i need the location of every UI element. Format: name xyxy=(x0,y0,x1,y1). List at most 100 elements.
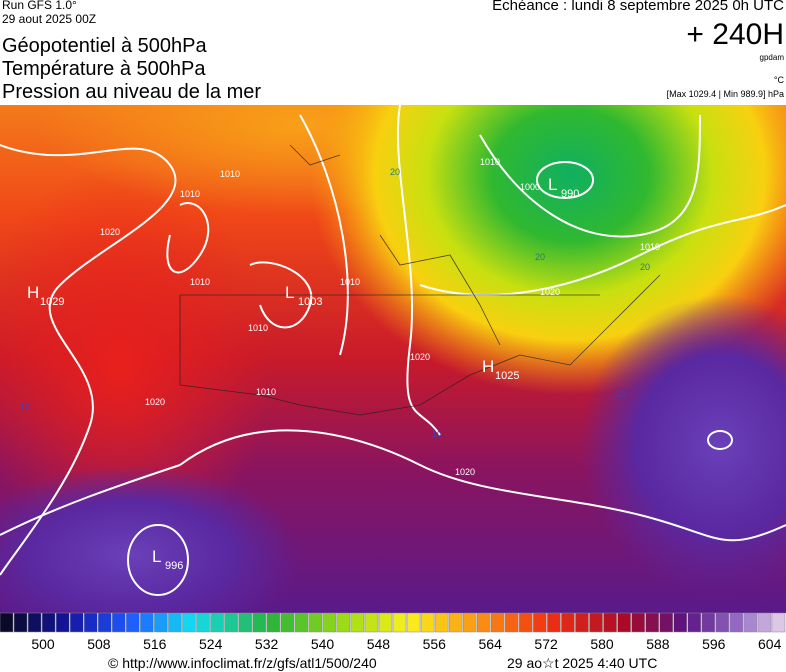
echeance: Echéance : lundi 8 septembre 2025 0h UTC xyxy=(492,0,784,14)
colorbar-tick-label: 532 xyxy=(255,636,279,652)
colorbar-cell xyxy=(645,612,659,633)
colorbar-cell xyxy=(519,612,533,633)
colorbar-cell xyxy=(561,612,575,633)
colorbar-cell xyxy=(434,612,449,633)
pressure-letter: H xyxy=(482,357,494,376)
colorbar-cell xyxy=(224,612,238,633)
colorbar-tick-label: 500 xyxy=(31,636,55,652)
isobar-label: 1010 xyxy=(640,242,660,252)
colorbar-cell xyxy=(350,612,365,633)
colorbar-cell xyxy=(448,612,463,633)
isobar-label: 1010 xyxy=(248,323,268,333)
colorbar-cell xyxy=(462,612,477,633)
colorbar-tick-label: 548 xyxy=(367,636,391,652)
isobar-label: 1020 xyxy=(540,287,560,297)
title: Pression au niveau de la mer xyxy=(2,81,262,103)
colorbar-cell xyxy=(112,612,126,633)
isobar-label: 1000 xyxy=(520,182,540,192)
unit: °C xyxy=(773,75,784,85)
colorbar-cell xyxy=(701,612,716,633)
colorbar-cell xyxy=(631,612,645,633)
colorbar-cell xyxy=(533,612,547,633)
isobar-label: 1010 xyxy=(220,169,240,179)
colorbar-cell xyxy=(673,612,688,633)
colorbar-cell xyxy=(55,612,70,633)
pressure-letter: L xyxy=(285,283,294,302)
isobar-label: 1020 xyxy=(455,467,475,477)
colorbar-cell xyxy=(182,612,196,633)
colorbar-cell xyxy=(771,612,786,633)
colorbar-tick-label: 580 xyxy=(590,636,614,652)
colorbar-cell xyxy=(378,612,393,633)
lead-time: + 240H xyxy=(686,18,784,51)
isobar-label: 10 xyxy=(615,389,625,399)
colorbar-cell xyxy=(154,612,168,633)
pressure-letter: H xyxy=(27,283,39,302)
colorbar-cell xyxy=(294,612,309,633)
colorbar-cell xyxy=(392,612,407,633)
colorbar-cell xyxy=(83,612,98,633)
colorbar-cell xyxy=(252,612,266,633)
colorbar-cell xyxy=(0,612,14,633)
colorbar-cell xyxy=(743,612,758,633)
colorbar-cell xyxy=(69,612,84,633)
run-date: 29 aout 2025 00Z xyxy=(2,12,97,26)
colorbar-cell xyxy=(715,612,730,633)
colorbar-cell xyxy=(505,612,519,633)
colorbar-cell xyxy=(603,612,617,633)
colorbar-cell xyxy=(729,612,744,633)
colorbar-cell xyxy=(266,612,280,633)
isobar-label: 1010 xyxy=(180,189,200,199)
isobar-label: 1010 xyxy=(256,387,276,397)
colorbar-tick-label: 588 xyxy=(646,636,670,652)
colorbar-cell xyxy=(210,612,224,633)
colorbar-cell xyxy=(491,612,505,633)
colorbar-tick-label: 508 xyxy=(87,636,111,652)
unit: gpdam xyxy=(759,53,784,62)
colorbar-cell xyxy=(476,612,491,633)
pressure-value: 1029 xyxy=(40,296,64,308)
isobar-label: 1010 xyxy=(190,277,210,287)
colorbar-cell xyxy=(757,612,772,633)
isobar-label: 20 xyxy=(390,167,400,177)
colorbar-cell xyxy=(98,612,112,633)
colorbar-tick-label: 516 xyxy=(143,636,167,652)
colorbar-cell xyxy=(406,612,421,633)
colorbar-cell xyxy=(168,612,182,633)
pressure-value: 1025 xyxy=(495,370,519,382)
colorbar-cell xyxy=(659,612,673,633)
colorbar-tick-label: 596 xyxy=(702,636,726,652)
colorbar-cell xyxy=(308,612,323,633)
colorbar-cell xyxy=(547,612,561,633)
colorbar-cell xyxy=(196,612,210,633)
colorbar-cell xyxy=(140,612,154,633)
colorbar-cell xyxy=(41,612,56,633)
isobar-label: 1020 xyxy=(145,397,165,407)
colorbar-cell xyxy=(280,612,295,633)
colorbar-ticks: 500 508 516 524 532 540 548 556 564 572 580 588 596 6… xyxy=(31,636,782,652)
isobar-label: 1010 xyxy=(340,277,360,287)
isobar-label: 20 xyxy=(640,262,650,272)
isobar-label: 10 xyxy=(432,429,442,439)
colorbar-cell xyxy=(336,612,351,633)
colorbar-cell xyxy=(322,612,337,633)
extremes: [Max 1029.4 | Min 989.9] hPa xyxy=(666,89,784,99)
colorbar-tick-label: 524 xyxy=(199,636,223,652)
pressure-letter: L xyxy=(152,547,161,566)
colorbar-cell xyxy=(617,612,631,633)
colorbar-tick-label: 564 xyxy=(479,636,503,652)
isobar-label: 1010 xyxy=(480,157,500,167)
colorbar-tick-label: 572 xyxy=(534,636,558,652)
colorbar-tick-label: 604 xyxy=(758,636,782,652)
pressure-value: 990 xyxy=(561,188,579,200)
pressure-value: 996 xyxy=(165,560,183,572)
title: Température à 500hPa xyxy=(2,58,206,80)
title: Géopotentiel à 500hPa xyxy=(2,35,207,57)
colorbar-tick-label: 556 xyxy=(423,636,447,652)
colorbar-tick-label: 540 xyxy=(311,636,335,652)
colorbar-cell xyxy=(13,612,28,633)
colorbar-cell xyxy=(364,612,379,633)
timestamp: 29 ao☆t 2025 4:40 UTC xyxy=(507,655,658,671)
colorbar-cell xyxy=(238,612,252,633)
